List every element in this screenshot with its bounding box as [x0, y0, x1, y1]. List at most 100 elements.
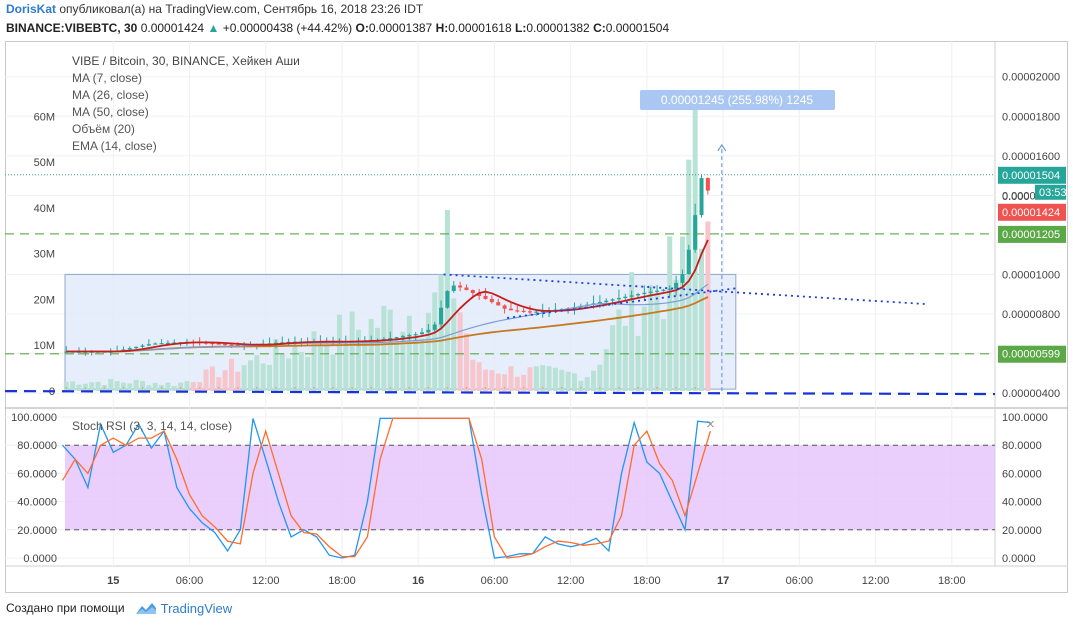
legend-stoch[interactable]: Stoch RSI (3, 3, 14, 14, close)	[72, 419, 232, 433]
volume-bar	[476, 362, 482, 391]
stoch-plot[interactable]	[61, 417, 996, 559]
ema-dot	[598, 387, 601, 389]
measure-arrow-icon	[717, 144, 727, 152]
volume-bar	[127, 383, 133, 391]
ema-dot	[351, 387, 354, 389]
ema-dot	[84, 387, 87, 389]
volume-tick-label: 50M	[34, 157, 55, 169]
volume-bar	[521, 374, 527, 391]
candle-body	[146, 344, 151, 346]
tradingview-link[interactable]: TradingView	[160, 600, 233, 616]
candle-body	[623, 296, 628, 299]
time-tick-label: 16	[412, 575, 424, 587]
close-label: C:	[593, 21, 606, 35]
candle-body	[121, 349, 126, 351]
stoch-right-tick-label: 60.0000	[1002, 468, 1042, 480]
candle-body	[477, 293, 482, 296]
stoch-k-line	[62, 417, 711, 559]
volume-bar	[419, 338, 425, 391]
tradingview-logo-icon[interactable]	[135, 600, 157, 616]
candle-body	[127, 348, 132, 350]
legend-ma7[interactable]: MA (7, close)	[72, 71, 142, 85]
ema-dot	[122, 387, 125, 389]
price-tick-label: 0.00001600	[1002, 151, 1060, 163]
volume-bar	[394, 338, 400, 391]
candle-body	[216, 343, 221, 345]
time-tick-label: 12:00	[557, 575, 585, 587]
candle-body	[451, 285, 456, 292]
open-value: 0.00001387	[368, 21, 433, 35]
candle-body	[407, 335, 412, 337]
volume-bar	[413, 337, 419, 391]
volume-bar	[292, 346, 298, 391]
ema-dot	[484, 387, 487, 389]
measure-label-group: 0.00001245 (255.98%) 1245	[640, 90, 835, 110]
author-name[interactable]: DorisKat	[6, 2, 57, 16]
candle-body	[528, 311, 532, 313]
candle-body	[705, 178, 710, 191]
ema-dot	[675, 387, 678, 389]
ema-dot	[141, 387, 144, 389]
volume-bar	[457, 312, 463, 391]
last-price: 0.00001424	[140, 21, 205, 35]
volume-tick-label: 20M	[34, 294, 55, 306]
ema-dot	[694, 387, 697, 389]
volume-bar	[63, 381, 69, 391]
main-plot[interactable]	[4, 109, 996, 396]
volume-bar	[508, 366, 514, 391]
volume-bar	[603, 349, 609, 391]
ema-dot	[255, 387, 258, 389]
volume-bar	[190, 382, 196, 391]
volume-bar	[305, 356, 311, 391]
support-line[interactable]	[4, 389, 996, 396]
volume-bar	[425, 312, 431, 391]
stoch-right-tick-label: 100.0000	[1002, 412, 1048, 424]
time-tick-label: 12:00	[862, 575, 890, 587]
volume-bar	[267, 364, 273, 391]
price-badges: 0.00001504 03:53 0.000 0.00001424 0.00001205…	[998, 166, 1067, 363]
trend-line[interactable]	[443, 273, 927, 305]
volume-bar	[470, 359, 476, 391]
volume-bar	[152, 382, 158, 391]
ema-dot	[236, 387, 239, 389]
time-tick-label: 18:00	[328, 575, 356, 587]
time-axis: 15 06:00 12:00 18:00 16 06:00 12:00 18:00 17 06:0…	[107, 575, 965, 587]
range-zone[interactable]	[64, 273, 737, 390]
volume-bar	[552, 367, 558, 391]
volume-bar	[571, 373, 577, 391]
countdown-badge-bg	[1035, 184, 1066, 200]
legend-ma26[interactable]: MA (26, close)	[72, 88, 149, 102]
legend-title[interactable]: VIBE / Bitcoin, 30, BINANCE, Хейкен Аши	[72, 54, 300, 68]
time-tick-label: 06:00	[176, 575, 204, 587]
candle-body	[439, 307, 444, 325]
high-value: 0.00001618	[448, 21, 512, 35]
volume-bar	[330, 354, 336, 391]
ema-dot	[579, 387, 582, 389]
ma26-line	[66, 283, 709, 353]
candle-body	[661, 289, 666, 291]
volume-bar	[565, 371, 571, 391]
volume-bar	[216, 377, 222, 391]
legend-ema14[interactable]: EMA (14, close)	[72, 139, 157, 153]
stoch-left-tick-label: 0.0000	[23, 553, 57, 565]
volume-bar	[495, 373, 501, 391]
ema-dot	[465, 387, 468, 389]
price-change: +0.00000438 (+44.42%)	[222, 21, 353, 35]
legend-ma50[interactable]: MA (50, close)	[72, 105, 149, 119]
created-with: Создано при помощи	[6, 601, 125, 615]
volume-bar	[438, 274, 444, 391]
ema-dot	[294, 387, 296, 389]
volume-bar	[622, 325, 628, 391]
ema-dot	[522, 387, 525, 389]
volume-bar	[705, 221, 711, 391]
candle-body	[420, 332, 425, 335]
candle-body	[210, 342, 215, 345]
trend-line[interactable]	[507, 287, 736, 319]
legend-volume[interactable]: Объём (20)	[72, 122, 135, 136]
candle-body	[413, 334, 418, 336]
volume-bar	[228, 358, 234, 391]
time-tick-label: 06:00	[786, 575, 814, 587]
volume-bar	[514, 376, 520, 391]
